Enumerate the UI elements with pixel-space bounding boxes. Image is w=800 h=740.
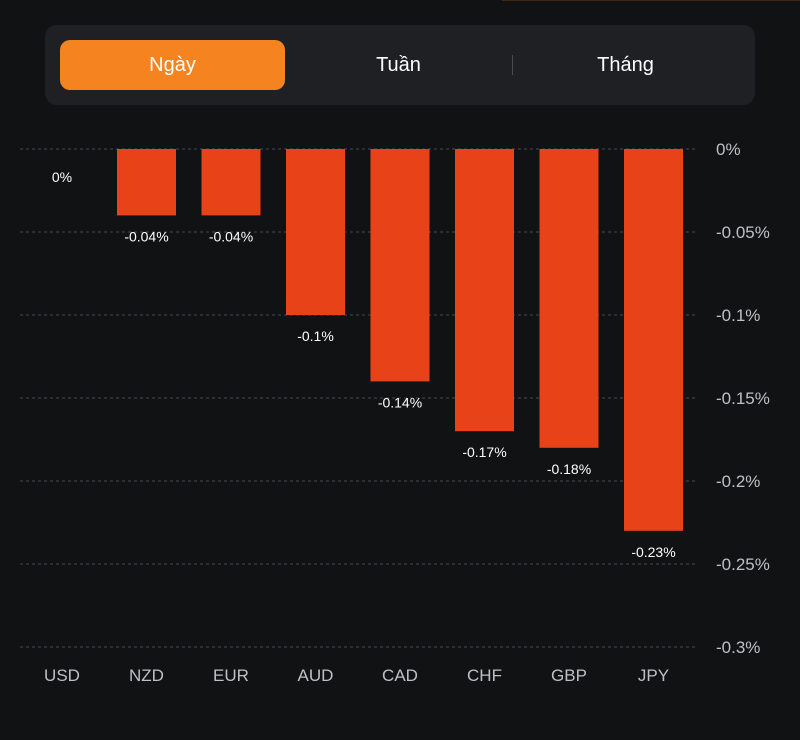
y-tick-label: 0% bbox=[716, 140, 741, 159]
value-label-nzd: -0.04% bbox=[124, 228, 168, 244]
tab-week[interactable]: Tuần bbox=[376, 53, 421, 76]
bar-jpy[interactable] bbox=[624, 149, 683, 531]
value-label-gbp: -0.18% bbox=[547, 461, 591, 477]
value-label-chf: -0.17% bbox=[462, 444, 506, 460]
category-label-aud: AUD bbox=[298, 666, 334, 685]
tab-day[interactable]: Ngày bbox=[60, 40, 285, 90]
tab-divider bbox=[512, 55, 513, 75]
value-label-jpy: -0.23% bbox=[631, 544, 675, 560]
bar-cad[interactable] bbox=[370, 149, 430, 382]
y-tick-label: -0.05% bbox=[716, 223, 770, 242]
category-label-jpy: JPY bbox=[638, 666, 669, 685]
category-label-cad: CAD bbox=[382, 666, 418, 685]
y-tick-label: -0.3% bbox=[716, 638, 760, 657]
bar-eur[interactable] bbox=[201, 149, 261, 216]
value-label-usd: 0% bbox=[52, 169, 72, 185]
bar-nzd[interactable] bbox=[117, 149, 176, 216]
bar-aud[interactable] bbox=[286, 149, 345, 315]
top-accent-line bbox=[502, 0, 800, 1]
period-selector: Ngày Tuần Tháng bbox=[45, 25, 755, 105]
x-axis-categories: USD NZD EUR AUD CAD CHF GBP JPY bbox=[44, 666, 669, 685]
value-label-aud: -0.1% bbox=[297, 328, 334, 344]
y-tick-label: -0.2% bbox=[716, 472, 760, 491]
category-label-usd: USD bbox=[44, 666, 80, 685]
y-tick-label: -0.15% bbox=[716, 389, 770, 408]
category-label-nzd: NZD bbox=[129, 666, 164, 685]
grid-lines bbox=[20, 148, 695, 648]
y-axis-ticks: 0% -0.05% -0.1% -0.15% -0.2% -0.25% -0.3% bbox=[716, 140, 770, 657]
bars bbox=[117, 149, 683, 531]
y-tick-label: -0.25% bbox=[716, 555, 770, 574]
category-label-chf: CHF bbox=[467, 666, 502, 685]
value-label-cad: -0.14% bbox=[378, 394, 422, 410]
bar-gbp[interactable] bbox=[539, 149, 599, 448]
y-tick-label: -0.1% bbox=[716, 306, 760, 325]
category-label-gbp: GBP bbox=[551, 666, 587, 685]
bar-chf[interactable] bbox=[455, 149, 514, 432]
category-label-eur: EUR bbox=[213, 666, 249, 685]
value-label-eur: -0.04% bbox=[209, 228, 253, 244]
tab-month[interactable]: Tháng bbox=[597, 53, 654, 76]
value-labels: 0% -0.04% -0.04% -0.1% -0.14% -0.17% -0.18% -0.… bbox=[52, 169, 676, 560]
